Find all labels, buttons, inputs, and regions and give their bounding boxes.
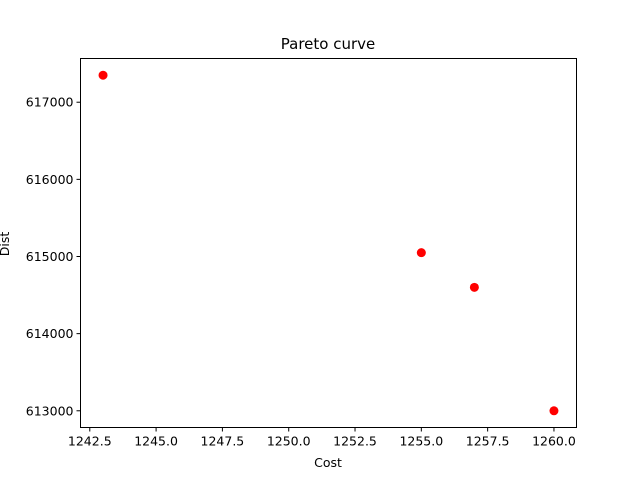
x-axis-label: Cost bbox=[314, 455, 342, 470]
x-tick-label: 1242.5 bbox=[68, 434, 112, 449]
data-point bbox=[416, 248, 426, 258]
chart-title: Pareto curve bbox=[281, 35, 375, 53]
y-tick-label: 617000 bbox=[26, 95, 74, 110]
x-tick-label: 1250.0 bbox=[267, 434, 311, 449]
x-tick-label: 1247.5 bbox=[201, 434, 245, 449]
y-tick-label: 615000 bbox=[26, 249, 74, 264]
y-axis-label: Dist bbox=[0, 232, 12, 257]
y-tick-label: 616000 bbox=[26, 172, 74, 187]
x-tick-label: 1257.5 bbox=[466, 434, 510, 449]
marks-layer: 1242.5 1245.0 1247.5 1250.0 1252.5 1255.0 1257… bbox=[26, 70, 576, 449]
x-tick-label: 1255.0 bbox=[399, 434, 443, 449]
y-tick-label: 614000 bbox=[26, 326, 74, 341]
y-tick-label: 613000 bbox=[26, 403, 74, 418]
plot-area-frame bbox=[80, 58, 577, 428]
x-tick-label: 1245.0 bbox=[134, 434, 178, 449]
x-tick-label: 1252.5 bbox=[333, 434, 377, 449]
data-point bbox=[549, 406, 559, 416]
data-point bbox=[469, 282, 479, 292]
data-point bbox=[98, 70, 108, 80]
x-tick-label: 1260.0 bbox=[532, 434, 576, 449]
